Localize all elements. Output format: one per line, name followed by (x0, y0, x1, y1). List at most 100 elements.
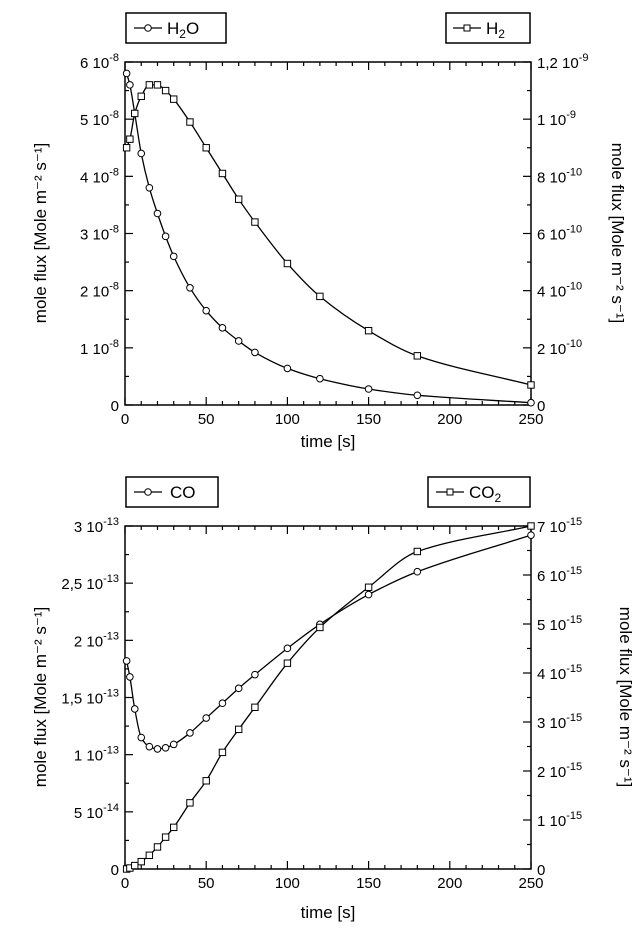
data-point-h2 (126, 135, 134, 143)
legend-circle-marker (144, 24, 152, 32)
legend-label: H2 (486, 19, 505, 41)
series-layer (122, 69, 535, 407)
data-point-co (153, 745, 162, 753)
tick-label: 3 10-13 (74, 516, 119, 536)
tick-label: 2 10-10 (537, 338, 582, 358)
data-point-h2 (218, 169, 227, 178)
data-point-h2 (413, 352, 422, 360)
data-point-co (161, 744, 170, 752)
tick-label: 1 10-15 (537, 810, 582, 830)
data-point-h2 (251, 218, 259, 226)
y-axis-left: 0 1 10-8 2 10-8 3 10-8 4 10-8 5 10-8 6 10-8 (80, 52, 133, 415)
data-point-co (527, 531, 535, 539)
data-point-co2 (161, 833, 170, 841)
x-tick-label: 200 (437, 875, 462, 892)
data-point-h2 (234, 195, 243, 203)
data-point-co (413, 567, 422, 576)
tick-label: 8 10-10 (537, 166, 582, 186)
tick-label: 5 10-15 (537, 614, 582, 634)
x-tick-label: 0 (121, 411, 129, 428)
x-axis: 0 50 100 150 200 250 (121, 526, 544, 892)
data-point-co2 (234, 725, 243, 734)
series-line-co (125, 534, 532, 750)
legend-square-marker (463, 24, 471, 32)
data-point-h2o (161, 232, 170, 241)
data-point-co2 (218, 748, 227, 757)
tick-label: 5 10-14 (74, 802, 119, 822)
data-point-h2o (218, 324, 227, 332)
data-point-co (169, 740, 178, 749)
tick-label: 4 10-8 (80, 166, 119, 186)
tick-label: 2 10-15 (537, 761, 582, 781)
y-axis-left: 0 5 10-14 1 10-13 1,5 10-13 2 10-13 2,5 10-13… (61, 516, 133, 879)
x-tick-label: 50 (198, 875, 215, 892)
legend-right: CO2 (427, 476, 531, 508)
data-point-h2 (153, 81, 162, 89)
legend-circle-marker (144, 488, 152, 496)
chart-panel-co-co2: 0 50 100 150 200 250 0 5 10-14 1 10-13 1,5 10-13… (31, 476, 635, 922)
y-axis-right: 0 2 10-10 4 10-10 6 10-10 8 10-10 1 10-9 1,2 1… (523, 52, 589, 415)
data-point-h2o (145, 183, 154, 192)
tick-label: 6 10-10 (537, 224, 582, 244)
data-point-h2 (161, 86, 170, 95)
data-point-h2o (413, 391, 422, 400)
data-point-co2 (251, 703, 259, 711)
tick-label: 2 10-8 (80, 281, 119, 301)
x-tick-label: 250 (518, 875, 543, 892)
data-point-h2o (283, 364, 292, 373)
series-line-h2 (126, 84, 532, 386)
tick-label: 0 (111, 862, 119, 879)
tick-label: 3 10-8 (80, 224, 119, 244)
data-point-co (202, 714, 210, 722)
data-point-h2 (145, 81, 154, 89)
tick-label: 5 10-8 (80, 109, 119, 129)
x-tick-label: 200 (437, 411, 462, 428)
data-point-co2 (131, 861, 139, 870)
data-point-co (251, 670, 259, 679)
data-point-co (364, 590, 373, 599)
data-point-co2 (283, 659, 292, 667)
tick-label: 1,2 10-9 (537, 52, 589, 72)
data-point-h2 (131, 109, 139, 118)
data-point-co2 (153, 843, 162, 851)
tick-label: 1 10-8 (80, 338, 119, 358)
chart-panel-h2o-h2: 0 50 100 150 200 250 0 1 10-8 2 10-8 3 10-8 4 10-… (31, 12, 627, 451)
tick-label: 1,5 10-13 (61, 688, 119, 708)
data-point-co (186, 729, 194, 737)
tick-label: 1 10-13 (74, 745, 119, 765)
data-point-h2 (527, 381, 535, 389)
legend-right: H2 (445, 12, 531, 44)
data-point-h2 (186, 118, 194, 126)
data-point-h2 (122, 144, 131, 152)
x-tick-label: 150 (356, 411, 381, 428)
x-tick-label: 100 (275, 875, 300, 892)
x-tick-label: 50 (198, 411, 215, 428)
series-line-co2 (126, 525, 532, 870)
legend-label: CO2 (469, 483, 502, 505)
y-axis-left-label: mole flux [Mole m⁻² s⁻¹] (31, 607, 50, 787)
data-point-h2o (186, 284, 194, 292)
data-point-co2 (316, 623, 324, 632)
data-point-h2o (169, 252, 178, 261)
x-axis: 0 50 100 150 200 250 (121, 62, 544, 428)
data-point-co (234, 684, 243, 693)
data-point-h2 (364, 326, 373, 335)
data-point-h2 (316, 292, 324, 301)
y-axis-left-label: mole flux [Mole m⁻² s⁻¹] (31, 143, 50, 323)
tick-label: 6 10-15 (537, 565, 582, 585)
series-layer (122, 522, 535, 873)
data-point-co (283, 644, 292, 653)
x-tick-label: 0 (121, 875, 129, 892)
data-point-co (122, 657, 131, 665)
data-point-co (218, 699, 227, 708)
y-axis-right: 0 1 10-15 2 10-15 3 10-15 4 10-15 5 10-15 6 10… (523, 516, 582, 879)
data-point-h2 (170, 95, 178, 103)
tick-label: 4 10-15 (537, 663, 582, 683)
data-point-co2 (186, 799, 194, 807)
data-point-co2 (137, 857, 145, 866)
data-point-h2o (202, 306, 210, 315)
data-point-h2o (137, 149, 146, 158)
data-point-h2o (364, 385, 373, 393)
data-point-h2 (137, 92, 145, 100)
